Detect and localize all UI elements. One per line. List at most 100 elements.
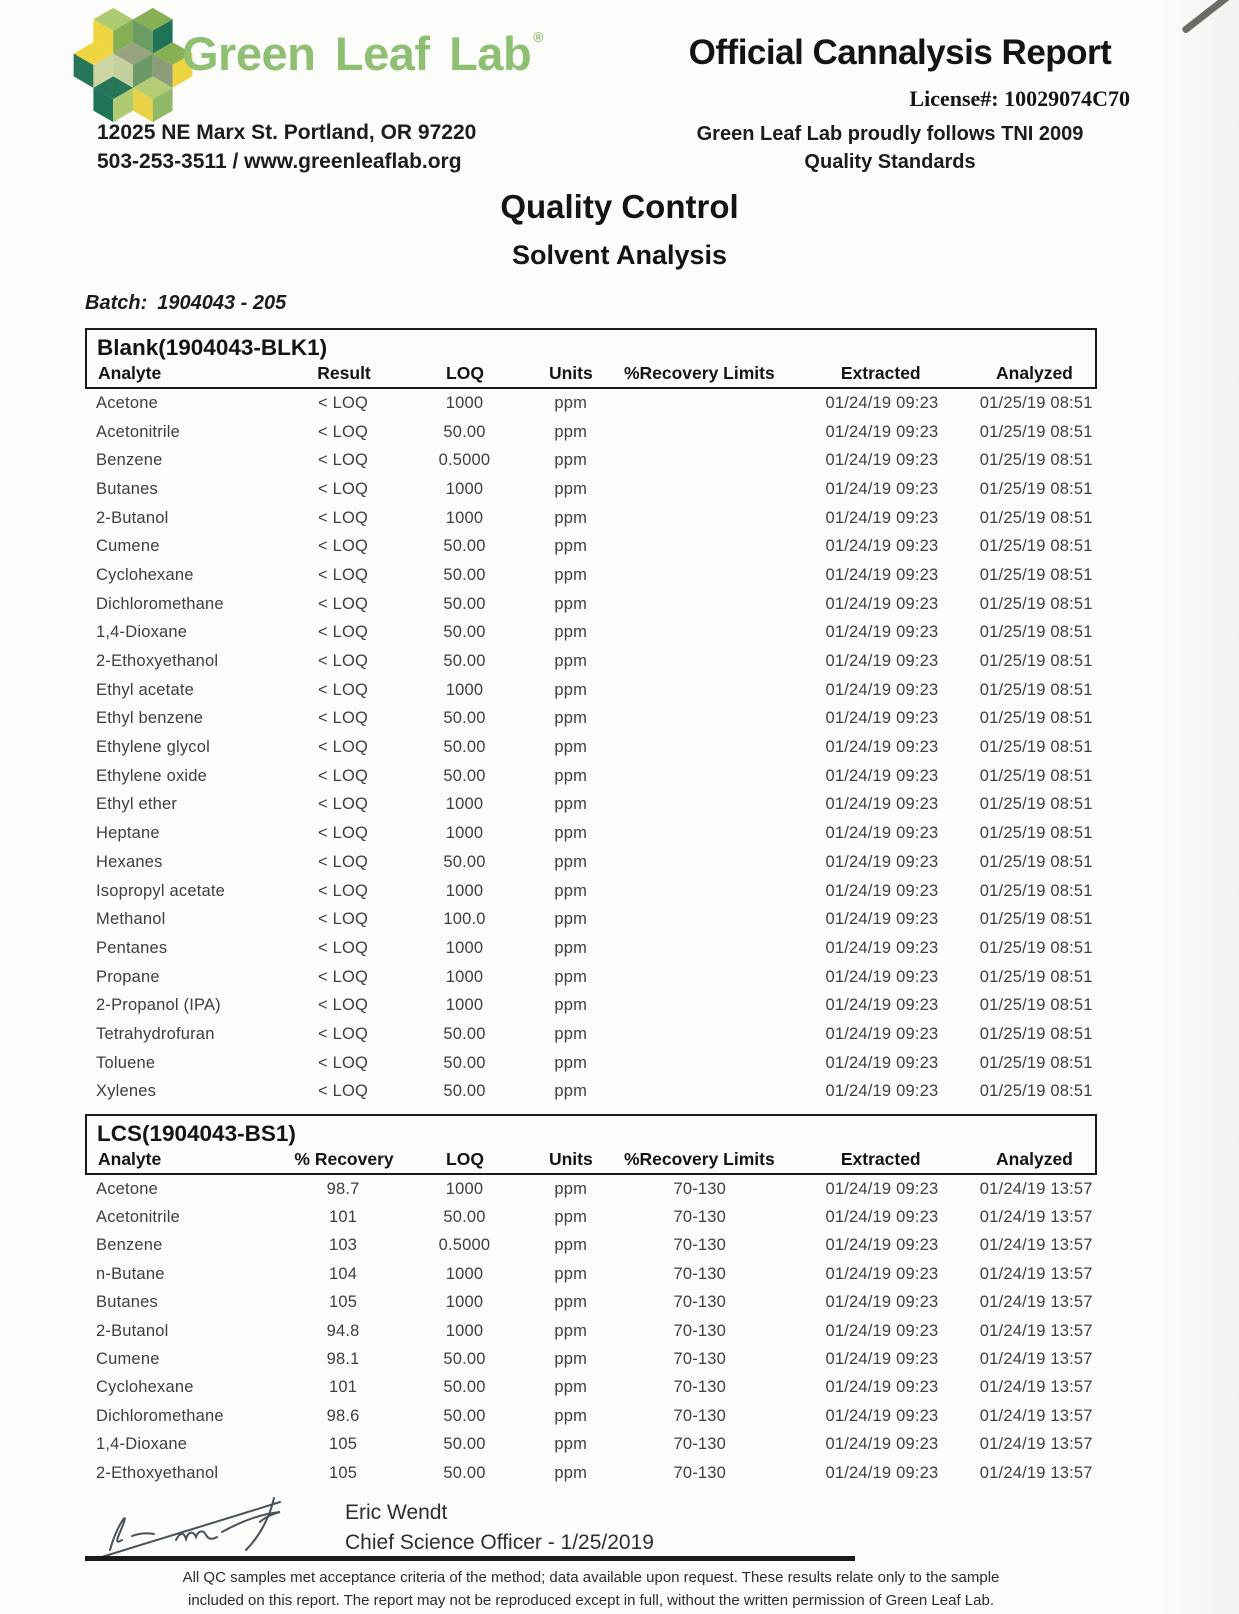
column-header: Analyte: [98, 363, 162, 383]
table-cell: 1000: [445, 479, 484, 498]
brand-name: Green Leaf Lab: [182, 27, 532, 80]
table-cell: Ethyl benzene: [96, 709, 204, 728]
tni-line-1: Green Leaf Lab proudly follows TNI 2009: [696, 123, 1084, 145]
column-header: Units: [548, 1149, 593, 1169]
table-cell: 01/24/19 13:57: [979, 1350, 1093, 1369]
lcs-table-header-box: LCS(1904043-BS1) Analyte % Recovery LOQ Uni…: [85, 1114, 1097, 1175]
table-cell: 98.6: [326, 1406, 360, 1425]
table-cell: ppm: [554, 1082, 588, 1101]
table-cell: ppm: [554, 422, 588, 441]
table-cell: Propane: [96, 967, 160, 986]
greenleaf-logo-icon: [72, 6, 194, 129]
table-cell: 01/25/19 08:51: [979, 1082, 1093, 1101]
table-row: Ethylene glycol < LOQ 50.00 ppm 01/24/19 09:…: [85, 733, 1097, 762]
batch-label: Batch:: [85, 292, 148, 314]
table-cell: 50.00: [443, 565, 486, 584]
table-cell: ppm: [554, 623, 588, 642]
table-cell: ppm: [554, 1208, 588, 1227]
table-cell: ppm: [554, 1024, 588, 1043]
table-cell: < LOQ: [318, 1082, 369, 1101]
table-cell: 01/24/19 09:23: [825, 1024, 939, 1043]
column-header: Analyzed: [996, 363, 1073, 383]
table-cell: 50.00: [443, 1053, 486, 1072]
table-cell: Heptane: [96, 824, 160, 843]
table-cell: 01/25/19 08:51: [979, 824, 1093, 843]
table-cell: 103: [328, 1236, 358, 1255]
table-cell: < LOQ: [318, 709, 369, 728]
lcs-table-rows: Acetone 98.7 1000 ppm 70-130 01/24/19 09:23 01…: [85, 1175, 1097, 1487]
table-cell: 50.00: [443, 1463, 486, 1482]
table-cell: 01/25/19 08:51: [979, 910, 1093, 929]
table-row: Ethyl benzene < LOQ 50.00 ppm 01/24/19 09:23…: [85, 705, 1097, 734]
table-cell: 01/25/19 08:51: [979, 738, 1093, 757]
table-row: Acetonitrile 101 50.00 ppm 70-130 01/24/19 09…: [85, 1203, 1097, 1231]
table-cell: 1000: [445, 1293, 484, 1312]
table-cell: 2-Ethoxyethanol: [96, 652, 219, 671]
column-header: Analyzed: [996, 1149, 1073, 1169]
table-cell: Cumene: [96, 1350, 160, 1369]
table-cell: 50.00: [443, 1435, 486, 1454]
table-cell: < LOQ: [318, 508, 369, 527]
table-cell: ppm: [554, 1053, 588, 1072]
table-cell: 100.0: [443, 910, 486, 929]
table-cell: < LOQ: [318, 565, 369, 584]
table-cell: 01/24/19 09:23: [825, 1350, 939, 1369]
table-cell: 1000: [445, 508, 484, 527]
table-cell: 2-Butanol: [96, 508, 169, 527]
table-cell: Tetrahydrofuran: [96, 1024, 215, 1043]
column-header: LOQ: [446, 363, 484, 383]
table-cell: Acetone: [96, 1179, 158, 1198]
table-cell: 105: [328, 1435, 358, 1454]
table-cell: ppm: [554, 1406, 588, 1425]
table-cell: Methanol: [96, 910, 166, 929]
table-cell: 1000: [445, 680, 484, 699]
table-cell: 1000: [445, 393, 484, 412]
table-cell: 01/24/19 09:23: [825, 852, 939, 871]
table-cell: 0.5000: [438, 1236, 491, 1255]
table-row: Acetonitrile < LOQ 50.00 ppm 01/24/19 09:23 0…: [85, 418, 1097, 447]
table-cell: Butanes: [96, 479, 158, 498]
table-cell: 01/25/19 08:51: [979, 938, 1093, 957]
column-header: Analyte: [98, 1149, 162, 1169]
table-cell: ppm: [554, 393, 588, 412]
table-cell: 01/24/19 13:57: [979, 1293, 1093, 1312]
address-line: 12025 NE Marx St. Portland, OR 97220: [97, 121, 477, 144]
table-cell: ppm: [554, 852, 588, 871]
table-row: Benzene 103 0.5000 ppm 70-130 01/24/19 09:23 0…: [85, 1232, 1097, 1260]
table-cell: 1000: [445, 996, 484, 1015]
lcs-table-column-headers: Analyte % Recovery LOQ Units %Recovery Limit…: [87, 1149, 1095, 1173]
table-row: Dichloromethane 98.6 50.00 ppm 70-130 01/24/1…: [85, 1402, 1097, 1430]
table-cell: 105: [328, 1463, 358, 1482]
table-cell: 01/24/19 09:23: [825, 594, 939, 613]
table-cell: 01/24/19 09:23: [825, 652, 939, 671]
table-cell: 01/24/19 09:23: [825, 393, 939, 412]
table-cell: 01/24/19 09:23: [825, 1293, 939, 1312]
table-cell: Ethylene glycol: [96, 738, 210, 757]
table-cell: ppm: [554, 1293, 588, 1312]
footer-divider: [85, 1556, 855, 1561]
table-cell: 50.00: [443, 623, 486, 642]
table-row: Butanes 105 1000 ppm 70-130 01/24/19 09:23 01/…: [85, 1289, 1097, 1317]
table-row: Cumene 98.1 50.00 ppm 70-130 01/24/19 09:23 01…: [85, 1345, 1097, 1373]
table-row: Ethyl acetate < LOQ 1000 ppm 01/24/19 09:23 0…: [85, 676, 1097, 705]
brand-wordmark: Green Leaf Lab ®: [182, 26, 543, 81]
report-title: Official Cannalysis Report: [688, 33, 1112, 72]
table-cell: < LOQ: [318, 652, 369, 671]
table-cell: < LOQ: [318, 451, 369, 470]
signoff-block: Eric Wendt Chief Science Officer - 1/25/…: [345, 1498, 654, 1558]
table-cell: 01/24/19 09:23: [825, 565, 939, 584]
table-cell: < LOQ: [318, 422, 369, 441]
table-cell: ppm: [554, 451, 588, 470]
table-cell: 01/25/19 08:51: [979, 680, 1093, 699]
blank-table-column-headers: Analyte Result LOQ Units %Recovery Limits Ext…: [87, 363, 1095, 387]
table-cell: 01/24/19 09:23: [825, 738, 939, 757]
table-cell: 01/24/19 09:23: [825, 422, 939, 441]
table-cell: 01/24/19 09:23: [825, 479, 939, 498]
table-cell: 01/24/19 09:23: [825, 709, 939, 728]
table-cell: 01/25/19 08:51: [979, 594, 1093, 613]
table-cell: 50.00: [443, 1024, 486, 1043]
table-cell: 1000: [445, 1179, 484, 1198]
disclaimer-line-1: All QC samples met acceptance criteria o…: [182, 1569, 1000, 1586]
table-cell: 70-130: [673, 1208, 727, 1227]
table-cell: 1000: [445, 938, 484, 957]
